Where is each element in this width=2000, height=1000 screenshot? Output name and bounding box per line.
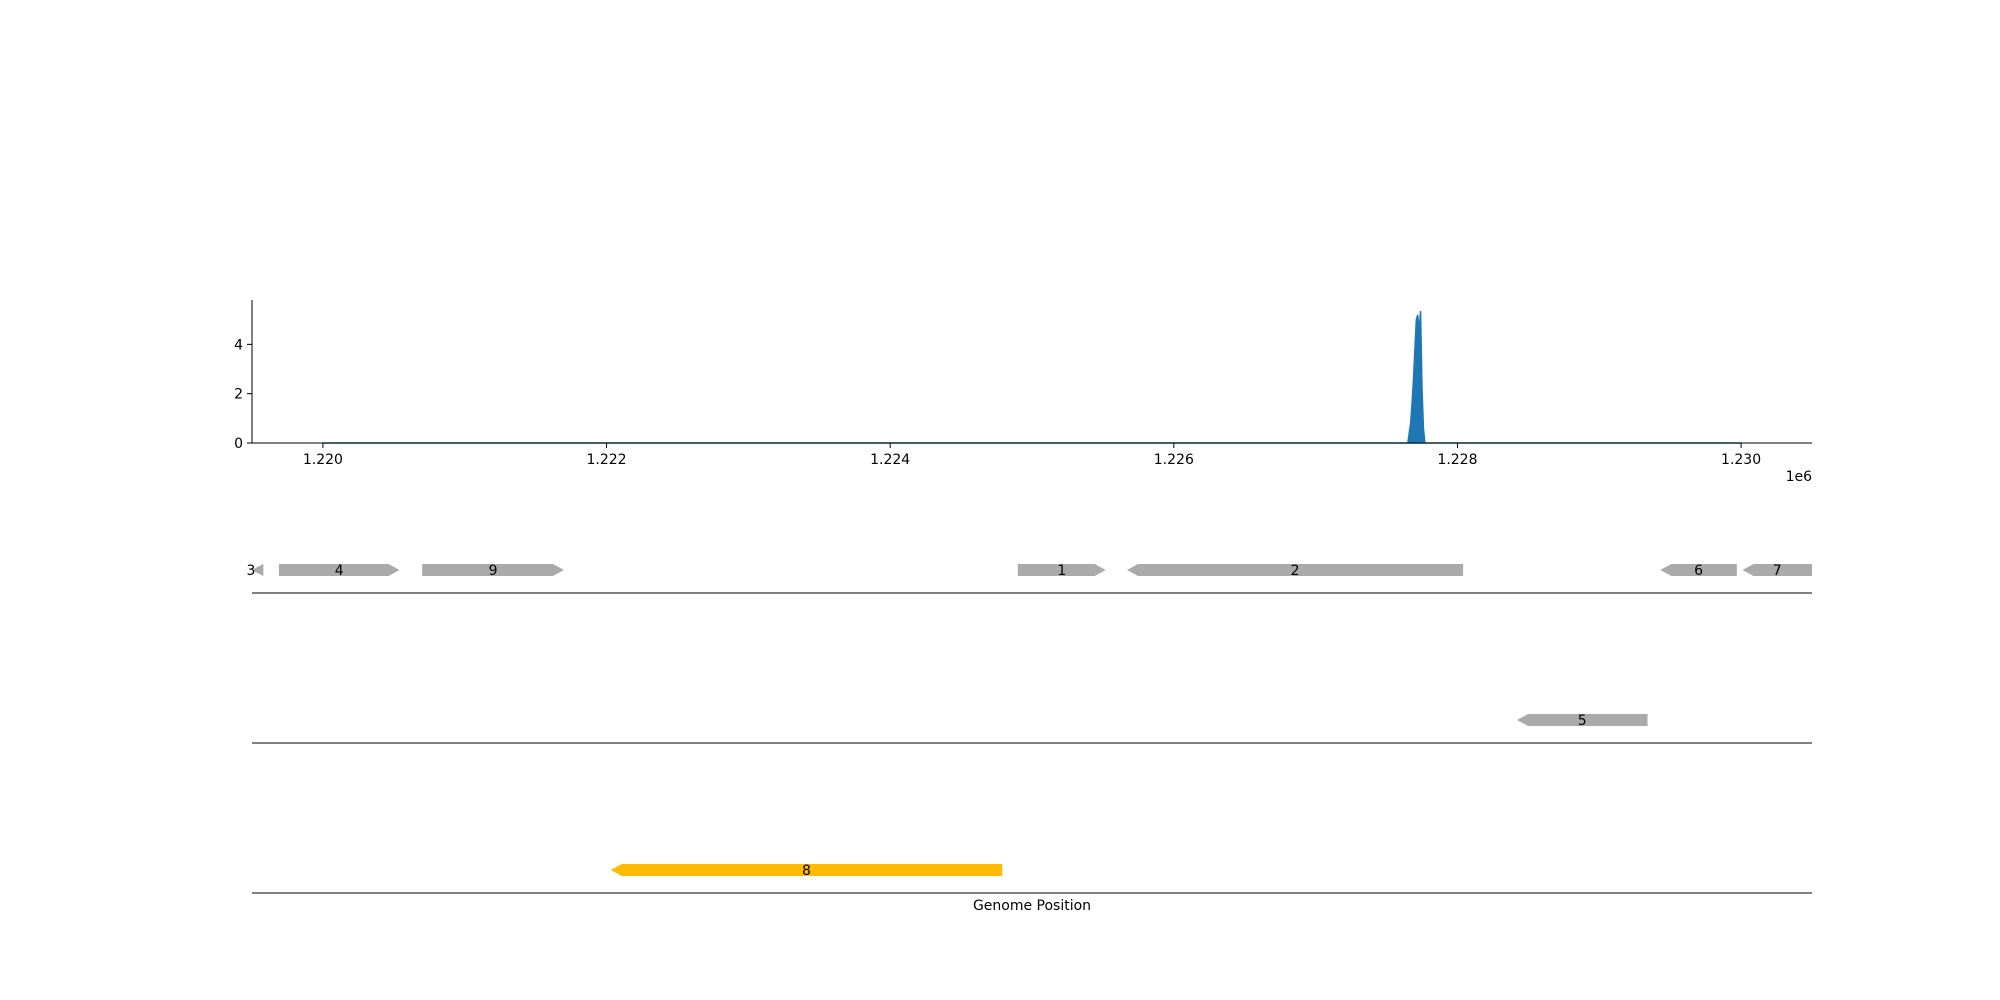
gene-label-3: 3: [247, 563, 256, 579]
x-axis-label: Genome Position: [973, 898, 1091, 914]
y-tick-label: 4: [234, 337, 243, 353]
gene-arrow-9: [422, 564, 564, 576]
gene-tracks: 3 4 9 1 2 6 7 5 8: [247, 563, 1812, 894]
gene-label-7: 7: [1773, 563, 1782, 579]
x-tick-label: 1.224: [870, 452, 910, 468]
gene-label-1: 1: [1057, 563, 1066, 579]
gene-label-2: 2: [1291, 563, 1300, 579]
x-tick-label: 1.226: [1154, 452, 1194, 468]
y-tick-label: 2: [234, 387, 243, 403]
y-tick-label: 0: [234, 436, 243, 452]
gene-arrow-7: [1742, 564, 1812, 576]
gene-arrow-1: [1017, 564, 1106, 576]
gene-arrow-2: [1127, 564, 1464, 576]
gene-label-5: 5: [1578, 713, 1587, 729]
gene-label-4: 4: [335, 563, 344, 579]
x-scale-multiplier: 1e6: [1786, 469, 1813, 485]
gene-arrow-6: [1660, 564, 1737, 576]
x-tick-label: 1.230: [1721, 452, 1761, 468]
gene-label-8: 8: [802, 863, 811, 879]
gene-arrow-5: [1517, 714, 1648, 726]
gene-arrow-3: [252, 564, 264, 576]
x-tick-label: 1.220: [303, 452, 343, 468]
gene-arrow-8: [610, 864, 1003, 876]
gene-arrow-4: [278, 564, 400, 576]
x-tick-label: 1.228: [1437, 452, 1477, 468]
coverage-plot: 1.220 1.222 1.224 1.226 1.228 1.230 0 2 4 1e6: [234, 300, 1812, 485]
gene-label-6: 6: [1694, 563, 1703, 579]
gene-label-9: 9: [489, 563, 498, 579]
x-tick-label: 1.222: [586, 452, 626, 468]
